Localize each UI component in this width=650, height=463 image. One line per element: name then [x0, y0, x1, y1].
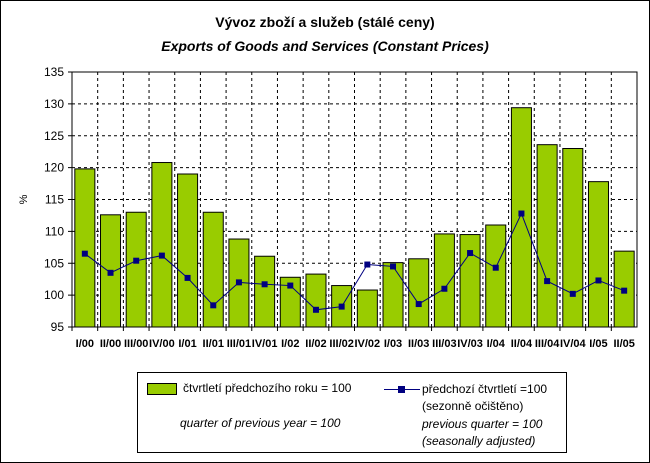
- legend-line-label-en-2: (seasonally adjusted): [422, 434, 536, 448]
- x-tick-label: I/01: [178, 338, 196, 350]
- bar-III/04: [536, 144, 558, 328]
- point-II/01: [210, 302, 217, 309]
- x-tick-label: I/05: [589, 338, 607, 350]
- bar-I/03: [382, 262, 404, 328]
- y-tick-label: 115: [45, 193, 64, 207]
- legend-line-label-en: previous quarter = 100: [422, 417, 543, 431]
- legend-line-label-2: (sezonně očištěno): [422, 399, 524, 413]
- legend-bar-label: čtvrtletí předchozího roku = 100: [183, 381, 352, 395]
- y-tick-label: 130: [44, 97, 64, 111]
- bar-I/00: [74, 168, 96, 328]
- bar-I/05: [587, 181, 609, 328]
- bar-IV/00: [151, 162, 173, 328]
- point-I/04: [492, 264, 499, 271]
- bar-IV/02: [356, 289, 378, 328]
- point-IV/01: [261, 281, 268, 288]
- bar-IV/01: [254, 255, 276, 328]
- point-I/01: [184, 274, 191, 281]
- x-tick-label: II/04: [511, 338, 533, 350]
- point-I/05: [595, 277, 602, 284]
- x-tick-label: II/00: [100, 338, 121, 350]
- y-tick-label: 125: [44, 129, 64, 143]
- point-II/04: [518, 210, 525, 217]
- bar-IV/03: [459, 234, 481, 328]
- x-tick-label: I/03: [384, 338, 402, 350]
- x-tick-label: I/00: [76, 338, 94, 350]
- legend-line-label: předchozí čtvrtletí =100: [422, 382, 548, 396]
- point-IV/00: [158, 252, 165, 259]
- x-tick-label: II/05: [613, 338, 634, 350]
- bar-I/01: [177, 173, 199, 328]
- point-IV/02: [364, 261, 371, 268]
- point-I/03: [390, 263, 397, 270]
- x-tick-label: IV/00: [149, 338, 175, 350]
- legend-bar-label-en: quarter of previous year = 100: [180, 416, 341, 430]
- line-series: [84, 212, 625, 311]
- chart-subtitle: Exports of Goods and Services (Constant …: [161, 38, 489, 54]
- point-I/02: [287, 282, 294, 289]
- x-tick-label: II/02: [305, 338, 326, 350]
- x-tick-label: IV/04: [560, 338, 587, 350]
- y-tick-label: 105: [44, 256, 64, 270]
- y-tick-label: 110: [45, 224, 64, 238]
- bar-I/04: [485, 224, 507, 328]
- point-III/01: [235, 279, 242, 286]
- legend-line-marker: [398, 386, 405, 393]
- y-tick-label: 120: [44, 161, 64, 175]
- x-tick-label: III/03: [432, 338, 456, 350]
- x-tick-label: III/01: [227, 338, 251, 350]
- x-tick-label: IV/03: [457, 338, 483, 350]
- legend-bar-swatch: [147, 383, 177, 395]
- point-III/00: [133, 257, 140, 264]
- point-II/00: [107, 269, 114, 276]
- y-axis-label: %: [18, 194, 30, 204]
- point-I/00: [81, 250, 88, 257]
- x-tick-label: IV/01: [252, 338, 278, 350]
- bar-II/02: [305, 273, 327, 328]
- x-tick-label: IV/02: [354, 338, 380, 350]
- bar-III/03: [433, 233, 455, 328]
- point-IV/04: [569, 290, 576, 297]
- bar-III/00: [125, 211, 147, 328]
- chart-legend: čtvrtletí předchozího roku = 100 quarter…: [137, 372, 567, 453]
- y-tick-label: 135: [44, 65, 64, 79]
- bar-IV/04: [562, 148, 584, 328]
- bar-II/03: [408, 258, 430, 328]
- x-tick-label: I/04: [487, 338, 506, 350]
- point-IV/03: [467, 250, 474, 257]
- x-tick-label: III/04: [535, 338, 560, 350]
- point-II/05: [621, 287, 628, 294]
- x-tick-label: II/03: [408, 338, 429, 350]
- point-III/02: [338, 303, 345, 310]
- point-II/02: [312, 306, 319, 313]
- point-III/03: [441, 285, 448, 292]
- bar-II/01: [202, 211, 224, 328]
- x-tick-label: III/02: [329, 338, 353, 350]
- y-tick-label: 95: [51, 320, 65, 334]
- bar-II/04: [510, 107, 532, 328]
- y-tick-label: 100: [44, 288, 64, 302]
- x-tick-label: I/02: [281, 338, 299, 350]
- x-tick-label: II/01: [203, 338, 224, 350]
- chart-title: Vývoz zboží a služeb (stálé ceny): [215, 14, 435, 30]
- point-II/03: [415, 301, 422, 308]
- point-III/04: [544, 278, 551, 285]
- x-tick-label: III/00: [124, 338, 148, 350]
